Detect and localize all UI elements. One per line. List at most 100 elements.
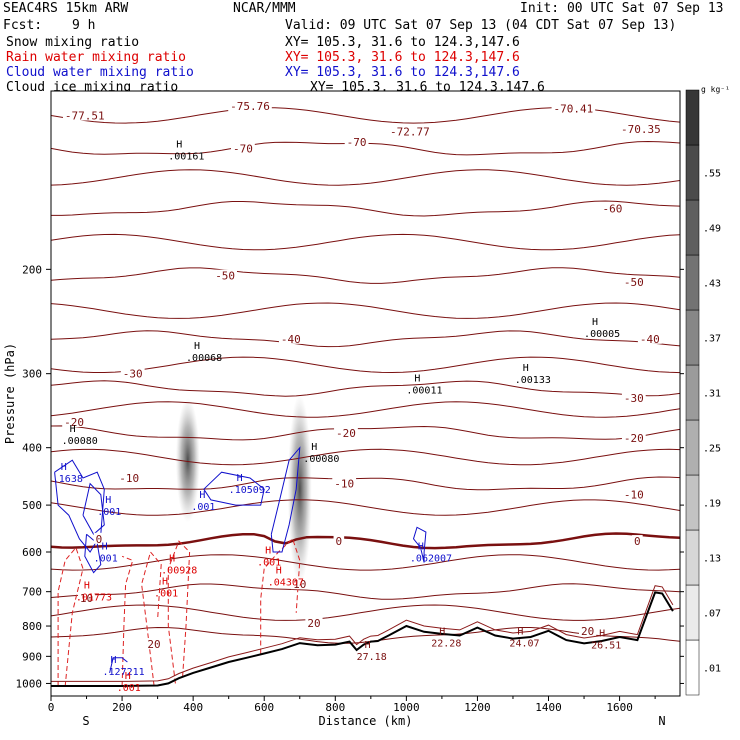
temp-label-16: -20 — [624, 432, 644, 445]
temp-label-bg-15 — [334, 427, 358, 439]
temp-label-bg-13 — [621, 392, 646, 404]
legend-cloud-water-label: Cloud water mixing ratio — [6, 65, 194, 80]
temp-label-5: -70 — [233, 142, 253, 155]
colorbar-segment-9 — [685, 144, 700, 201]
temp-label-bg-10 — [278, 332, 303, 344]
max-value-5: .00133 — [515, 375, 551, 386]
temp-contour-minor-7 — [51, 499, 680, 516]
temp-label-bg-23 — [77, 592, 96, 604]
max-H-10: H — [105, 495, 111, 506]
y-tick-label-0: 200 — [22, 263, 42, 276]
temp-label-0: -75.76 — [230, 100, 270, 113]
colorbar-segment-7 — [685, 254, 700, 311]
rain-contour-4 — [141, 550, 162, 687]
max-value-17: .01773 — [76, 592, 112, 603]
temp-label-bg-8 — [213, 269, 238, 281]
temp-label-bg-14 — [62, 416, 86, 428]
rain-contour-1 — [121, 555, 134, 687]
temp-label-10: -40 — [281, 333, 301, 346]
temp-contour-minor-1 — [51, 169, 680, 186]
temp-label-bg-9 — [621, 275, 646, 287]
max-value-21: 22.28 — [431, 639, 461, 650]
y-tick-label-4: 600 — [22, 546, 42, 559]
fcst-value: 9 h — [72, 18, 96, 33]
temp-contour--60 — [51, 200, 680, 217]
colorbar-segment-1 — [685, 584, 700, 641]
rain-contour-2 — [167, 540, 191, 684]
temp-label-bg-7 — [600, 202, 625, 214]
temp-contour-minor-4 — [51, 356, 680, 374]
temp-label-11: -40 — [640, 333, 660, 346]
max-value-3: .00080 — [303, 454, 339, 465]
temp-contour--40 — [51, 330, 680, 348]
y-axis-title: Pressure (hPa) — [3, 343, 17, 444]
snow-shade-1 — [287, 394, 312, 585]
x-tick-label-8: 1600 — [606, 701, 633, 714]
colorbar-label-5: .31 — [703, 389, 721, 400]
temp-contour-minor-5 — [51, 401, 680, 418]
max-value-23: 26.51 — [591, 641, 621, 652]
max-H-14: H — [169, 554, 175, 565]
y-tick-label-1: 300 — [22, 368, 42, 381]
colorbar-label-3: .19 — [703, 499, 721, 510]
colorbar-label-6: .37 — [703, 334, 721, 345]
y-tick-label-6: 800 — [22, 620, 42, 633]
x-tick-label-0: 0 — [48, 701, 55, 714]
max-value-14: .00928 — [161, 566, 197, 577]
max-H-17: H — [84, 580, 90, 591]
legend-snow-xy: XY= 105.3, 31.6 to 124.3,147.6 — [285, 35, 520, 50]
temp-label-27: 20 — [147, 638, 160, 651]
max-H-8: H — [237, 473, 243, 484]
temp-label-24: 10 — [293, 578, 306, 591]
max-H-15: H — [265, 545, 271, 556]
max-H-0: H — [176, 140, 182, 151]
x-tick-label-5: 1000 — [393, 701, 420, 714]
max-value-2: .00080 — [62, 436, 98, 447]
temp-label-bg-17 — [117, 471, 142, 483]
temp-contour-minor-6 — [51, 448, 680, 466]
cloud-water-contour-6 — [109, 657, 128, 674]
colorbar-label-2: .13 — [703, 554, 721, 565]
colorbar-segment-3 — [685, 474, 700, 531]
x-axis-title: Distance (km) — [319, 714, 413, 728]
endpoint-right: N — [658, 714, 665, 728]
temp-label-bg-26 — [579, 624, 597, 636]
temp-label-23: 10 — [80, 592, 93, 605]
max-value-6: .00005 — [584, 329, 620, 340]
contour-labels: -75.76 -72.77 -70.41 -77.51 -70.35 -70 -70 -60 -… — [53, 99, 663, 694]
max-H-18: H — [162, 577, 168, 588]
max-H-2: H — [70, 424, 76, 435]
temperature-contours — [51, 107, 680, 644]
temp-contour-0 — [51, 532, 680, 550]
temp-label-1: -72.77 — [390, 125, 430, 138]
temp-label-bg-20 — [93, 532, 105, 544]
x-tick-label-4: 800 — [325, 701, 345, 714]
colorbar-label-4: .25 — [703, 444, 721, 455]
temp-contour-20 — [51, 626, 680, 644]
temp-label-bg-5 — [230, 142, 255, 154]
max-H-9: H — [199, 490, 205, 501]
endpoint-left: S — [82, 714, 89, 728]
model-name: SEAC4RS 15km ARW — [3, 1, 129, 16]
x-tick-label-1: 200 — [112, 701, 132, 714]
surface-temperature-contour — [51, 585, 674, 682]
max-value-9: .001 — [191, 502, 215, 513]
max-value-11: .001 — [94, 553, 118, 564]
plot-background — [51, 91, 680, 696]
max-H-11: H — [102, 541, 108, 552]
temp-label-bg-18 — [332, 477, 357, 489]
cloud-water-contour-4 — [270, 446, 301, 553]
max-value-4: .00011 — [406, 386, 442, 397]
max-value-18: .001 — [154, 589, 178, 600]
max-H-6: H — [592, 317, 598, 328]
temp-label-8: -50 — [215, 270, 235, 283]
y-tick-label-7: 900 — [22, 650, 42, 663]
temp-contour--30 — [51, 380, 680, 397]
max-H-1: H — [194, 341, 200, 352]
rain-contour-0 — [57, 546, 84, 687]
temp-label-bg-25 — [305, 616, 323, 628]
temp-label-bg-6 — [344, 136, 369, 148]
cloud-water-contour-3 — [203, 471, 265, 506]
max-value-15: .001 — [257, 557, 281, 568]
